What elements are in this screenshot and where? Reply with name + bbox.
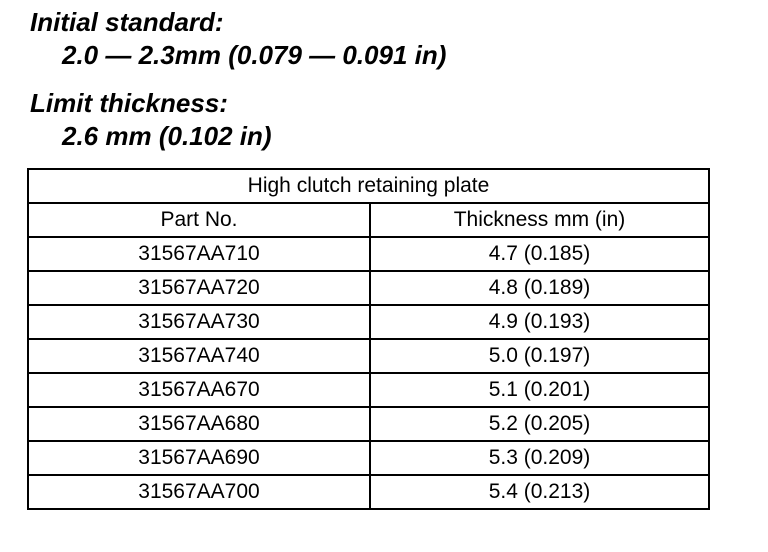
table-row: 31567AA670 5.1 (0.201): [27, 372, 710, 408]
spec-value: 2.6 mm (0.102 in): [62, 121, 272, 151]
part-number: 31567AA730: [27, 304, 371, 340]
table-row: 31567AA720 4.8 (0.189): [27, 270, 710, 306]
table-row: 31567AA700 5.4 (0.213): [27, 474, 710, 510]
header-row: Part No. Thickness mm (in): [27, 202, 710, 238]
column-header: Part No.: [27, 202, 371, 238]
part-number: 31567AA710: [27, 236, 371, 272]
thickness: 4.7 (0.185): [369, 236, 710, 272]
table-row: 31567AA680 5.2 (0.205): [27, 406, 710, 442]
thickness: 5.2 (0.205): [369, 406, 710, 442]
table-row: 31567AA710 4.7 (0.185): [27, 236, 710, 272]
table-title: High clutch retaining plate: [27, 168, 710, 204]
thickness: 5.3 (0.209): [369, 440, 710, 476]
spec-label: Initial standard:: [30, 7, 224, 37]
thickness: 4.9 (0.193): [369, 304, 710, 340]
spec-label: Limit thickness:: [30, 88, 228, 118]
column-header: Thickness mm (in): [369, 202, 710, 238]
thickness: 5.1 (0.201): [369, 372, 710, 408]
table-row: 31567AA690 5.3 (0.209): [27, 440, 710, 476]
title-row: High clutch retaining plate: [27, 168, 710, 204]
part-number: 31567AA680: [27, 406, 371, 442]
thickness: 5.4 (0.213): [369, 474, 710, 510]
spec-value: 2.0 — 2.3mm (0.079 — 0.091 in): [62, 40, 447, 70]
table-body: High clutch retaining plate Part No. Thi…: [27, 168, 710, 510]
parts-table: High clutch retaining plate Part No. Thi…: [27, 168, 710, 510]
part-number: 31567AA700: [27, 474, 371, 510]
thickness: 4.8 (0.189): [369, 270, 710, 306]
part-number: 31567AA720: [27, 270, 371, 306]
part-number: 31567AA740: [27, 338, 371, 374]
part-number: 31567AA670: [27, 372, 371, 408]
part-number: 31567AA690: [27, 440, 371, 476]
table-row: 31567AA730 4.9 (0.193): [27, 304, 710, 340]
thickness: 5.0 (0.197): [369, 338, 710, 374]
table-row: 31567AA740 5.0 (0.197): [27, 338, 710, 374]
